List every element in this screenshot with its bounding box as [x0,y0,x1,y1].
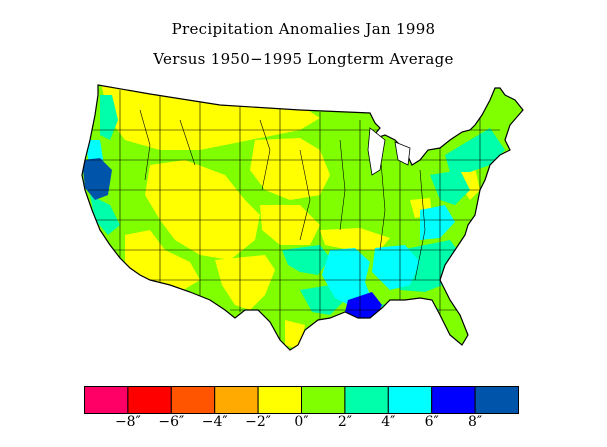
legend-swatch [344,386,389,414]
division-boundaries [85,90,505,340]
legend-swatch [214,386,259,414]
legend-swatch [257,386,303,414]
precipitation-regions [82,85,523,350]
legend-swatch [301,386,346,414]
map-title: Precipitation Anomalies Jan 1998 [171,20,436,38]
legend-tick-label: −6″ [158,414,185,430]
legend-tick-label: −2″ [245,414,272,430]
legend-tick-label: −4″ [201,414,228,430]
lake-huron [394,141,411,166]
legend-tick-label: 4″ [381,414,396,430]
legend-swatch [170,386,216,414]
legend-swatch [84,386,129,414]
legend-swatch [127,386,172,414]
map-subtitle: Versus 1950−1995 Longterm Average [153,50,454,68]
legend-tick-label: 0″ [294,414,309,430]
color-legend [84,386,520,414]
legend-swatch [474,386,520,414]
legend-swatch [431,386,476,414]
legend-tick-label: 2″ [337,414,352,430]
lake-michigan [367,127,386,176]
legend-tick-label: 6″ [424,414,439,430]
legend-tick-label: −8″ [114,414,141,430]
legend-swatch [387,386,433,414]
legend-tick-label: 8″ [468,414,483,430]
